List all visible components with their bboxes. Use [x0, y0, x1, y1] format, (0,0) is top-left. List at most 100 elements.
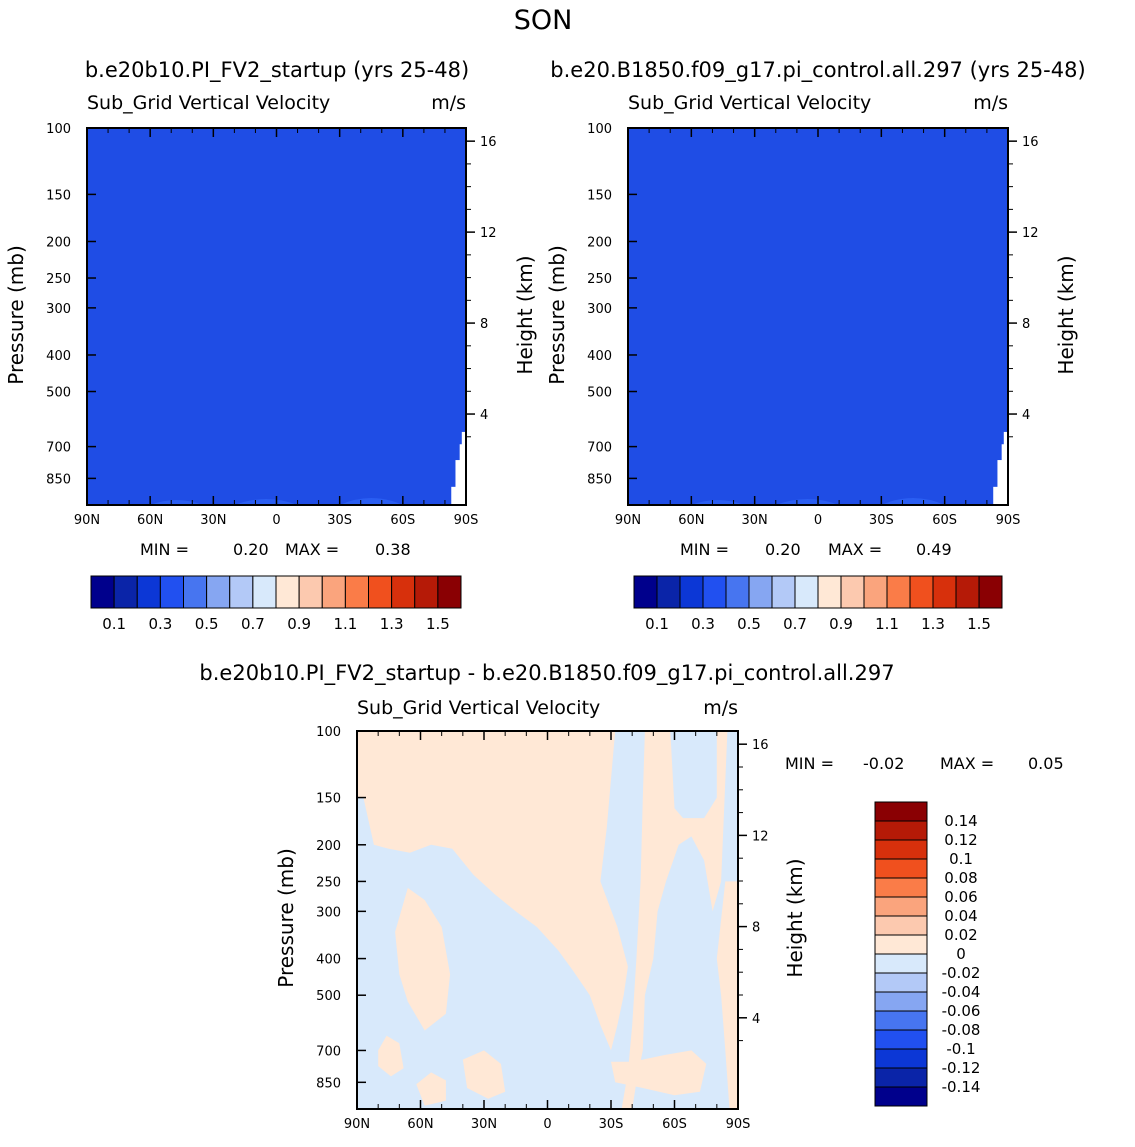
panel2-colorbar-label: 0.3 [691, 615, 715, 633]
panel2-ytick-label: 200 [587, 235, 612, 250]
panel3-positive-region [416, 1072, 446, 1106]
panel3-colorbar-label: 0.06 [944, 888, 977, 906]
panel1-colorbar-box [136, 575, 161, 609]
panel3-ylabel: Pressure (mb) [274, 848, 298, 988]
panel3-colorbar-label: -0.06 [942, 1002, 981, 1020]
panel3-colorbar-box [874, 934, 928, 955]
panel3-colorbar-label: -0.08 [942, 1021, 981, 1039]
panel3-field [357, 731, 738, 1109]
panel1-ytick-label: 250 [46, 272, 71, 287]
panel3-max-label: MAX = [940, 754, 994, 773]
panel2-y2tick-label: 4 [1022, 408, 1030, 423]
panel3-max-value: 0.05 [1028, 754, 1064, 773]
panel1-field-fill [87, 128, 466, 505]
panel2-colorbar-label: 1.3 [921, 615, 945, 633]
panel2-colorbar-box [748, 575, 773, 609]
panel2-units-label: m/s [973, 92, 1008, 114]
panel3-y2tick-label: 8 [752, 921, 760, 936]
panel3-colorbar-label: 0.12 [944, 831, 977, 849]
panel1-missing-region [461, 431, 466, 505]
panel3-y2tick-label: 12 [752, 829, 769, 844]
panel3-variable-label: Sub_Grid Vertical Velocity [357, 697, 600, 719]
panel1-colorbar-label: 0.3 [148, 615, 172, 633]
panel3-xtick-label: 60N [407, 1117, 433, 1132]
panel1-colorbar-box [113, 575, 138, 609]
panel2-plot: 90N 60N 30N 0 30S 60S 90S 100 150 200 250 300 400 500… [587, 122, 1038, 528]
panel2-bump [775, 499, 840, 505]
panel3-positive-region [378, 1035, 404, 1077]
panel2-missing-region [1003, 431, 1008, 505]
panel2-colorbar-box [725, 575, 750, 609]
panel3-colorbar-box [874, 953, 928, 974]
panel2-case-title: b.e20.B1850.f09_g17.pi_control.all.297 (… [550, 58, 1085, 83]
panel1-y2tick-label: 12 [480, 226, 497, 241]
panel3-colorbar-box [874, 1086, 928, 1107]
panel2-xtick-label: 90S [996, 513, 1021, 528]
panel2-field [628, 128, 1008, 505]
panel2-ytick-label: 700 [587, 441, 612, 456]
panel3-ytick-label: 250 [316, 875, 341, 890]
panel3-case-title: b.e20b10.PI_FV2_startup - b.e20.B1850.f0… [199, 661, 894, 686]
panel2-colorbar-label: 1.1 [875, 615, 899, 633]
panel2-xtick-label: 90N [615, 513, 641, 528]
panel2-ytick-label: 250 [587, 272, 612, 287]
panel2-min-label: MIN = [680, 540, 729, 559]
panel1-xtick-label: 60S [390, 513, 415, 528]
panel1-ylabel: Pressure (mb) [4, 245, 28, 385]
panel3-ytick-label: 700 [316, 1044, 341, 1059]
panel2-y2label: Height (km) [1054, 255, 1078, 374]
panel3-y2tick-label: 4 [752, 1012, 760, 1027]
panel3-y2label: Height (km) [783, 858, 807, 977]
panel3-colorbar-label: 0.1 [949, 850, 973, 868]
panel1-ytick-label: 500 [46, 386, 71, 401]
panel1-ytick-label: 300 [46, 302, 71, 317]
panel2-colorbar-box [656, 575, 681, 609]
panel1-y2label: Height (km) [513, 255, 537, 374]
panel3-xtick-label: 90S [726, 1117, 751, 1132]
panel1-xtick-label: 30S [327, 513, 352, 528]
panel3-colorbar-box [874, 972, 928, 993]
panel1-xtick-label: 30N [200, 513, 226, 528]
panel1-xtick-label: 60N [137, 513, 163, 528]
panel1-ytick-label: 700 [46, 441, 71, 456]
panel1-colorbar-box [368, 575, 393, 609]
panel2-colorbar-label: 0.5 [737, 615, 761, 633]
panel3-ytick-label: 200 [316, 839, 341, 854]
panel3-colorbar-label: -0.02 [942, 964, 981, 982]
panel2-ytick-label: 150 [587, 188, 612, 203]
panel1-ytick-label: 150 [46, 188, 71, 203]
panel2-colorbar: 0.1 0.3 0.5 0.7 0.9 1.1 1.3 1.5 [633, 575, 1003, 633]
panel1-colorbar-box [414, 575, 439, 609]
panel3-min-value: -0.02 [863, 754, 904, 773]
panel2-ytick-label: 300 [587, 302, 612, 317]
panel3-y2tick-label: 16 [752, 738, 769, 753]
panel3-colorbar-box [874, 820, 928, 841]
panel2-xtick-label: 30S [869, 513, 894, 528]
panel1-units-label: m/s [431, 92, 466, 114]
panel3-positive-region [716, 881, 738, 1109]
panel2-colorbar-box [978, 575, 1003, 609]
panel1-max-label: MAX = [285, 540, 339, 559]
panel1-ytick-label: 400 [46, 349, 71, 364]
page-title: SON [514, 5, 573, 36]
panel3-xtick-label: 30N [471, 1117, 497, 1132]
panel1-colorbar-label: 1.5 [426, 615, 450, 633]
panel1-xtick-label: 0 [272, 513, 280, 528]
panel1-bump [150, 500, 203, 505]
panel2-colorbar-box [909, 575, 934, 609]
panel3-ytick-label: 850 [316, 1076, 341, 1091]
panel2-ylabel: Pressure (mb) [545, 245, 569, 385]
panel3-colorbar-label: -0.04 [942, 983, 981, 1001]
panel2-xtick-label: 30N [742, 513, 768, 528]
panel2-colorbar-box [863, 575, 888, 609]
panel1-colorbar-label: 1.3 [380, 615, 404, 633]
panel3-ytick-label: 100 [316, 725, 341, 740]
panel2-colorbar-label: 0.1 [645, 615, 669, 633]
panel3-colorbar-box [874, 839, 928, 860]
panel2-colorbar-box [817, 575, 842, 609]
panel2-y2tick-label: 12 [1022, 226, 1039, 241]
panel3-colorbar-box [874, 877, 928, 898]
panel1-ytick-label: 200 [46, 235, 71, 250]
panel1-plot: 90N 60N 30N 0 30S 60S 90S 100 150 200 250 300 400 500… [46, 122, 496, 528]
panel2-colorbar-box [679, 575, 704, 609]
